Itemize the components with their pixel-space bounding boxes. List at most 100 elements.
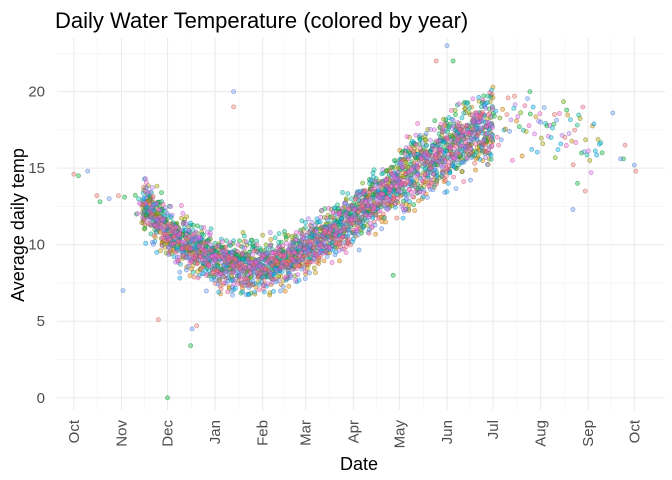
data-point <box>436 154 442 160</box>
data-point <box>587 158 593 163</box>
data-point <box>373 231 378 237</box>
data-point <box>448 108 454 113</box>
data-point <box>158 248 163 253</box>
data-point <box>175 239 181 245</box>
data-point <box>246 264 252 270</box>
data-point <box>437 146 443 152</box>
data-point <box>610 110 616 116</box>
data-point <box>342 200 348 206</box>
data-point <box>350 220 356 226</box>
data-point <box>278 288 283 294</box>
data-point <box>298 250 304 256</box>
y-axis-title: Average daily temp <box>8 148 28 302</box>
x-tick-label: Nov <box>113 420 130 447</box>
data-point <box>442 121 448 127</box>
data-point <box>177 231 183 236</box>
data-point <box>566 131 572 136</box>
data-point <box>473 167 478 173</box>
data-point <box>497 115 503 121</box>
data-point <box>438 122 444 127</box>
data-point <box>448 137 454 143</box>
data-point <box>355 223 361 229</box>
data-point <box>223 270 228 276</box>
data-point <box>260 232 266 238</box>
data-point <box>321 258 327 264</box>
data-point <box>320 250 325 256</box>
x-tick-label: May <box>391 420 408 449</box>
data-point <box>332 252 338 258</box>
data-point <box>290 266 295 272</box>
data-point <box>504 112 510 117</box>
data-point <box>410 194 415 199</box>
data-point <box>218 286 224 292</box>
data-point <box>180 210 186 216</box>
data-point <box>230 292 235 298</box>
data-point <box>479 110 485 115</box>
data-point <box>174 258 180 263</box>
data-point <box>337 258 342 264</box>
data-point <box>122 194 127 200</box>
data-point <box>197 254 203 259</box>
data-point <box>94 193 100 199</box>
data-point <box>171 234 176 239</box>
data-point <box>254 248 259 254</box>
data-point <box>268 237 274 243</box>
data-point <box>348 242 353 248</box>
data-point <box>261 253 267 259</box>
data-point <box>208 226 214 232</box>
data-point <box>588 170 594 175</box>
data-point <box>385 201 391 207</box>
data-point <box>165 395 170 401</box>
data-point <box>371 205 377 211</box>
data-point <box>484 150 490 155</box>
data-point <box>396 176 402 182</box>
data-point <box>302 245 308 251</box>
data-point <box>453 186 459 191</box>
data-point <box>461 110 467 116</box>
data-point <box>342 212 348 218</box>
data-point <box>472 160 477 166</box>
data-point <box>533 114 539 120</box>
data-point <box>191 231 197 237</box>
data-point <box>363 212 369 218</box>
data-point <box>415 121 420 126</box>
data-point <box>254 242 260 248</box>
data-point <box>135 211 140 216</box>
data-point <box>429 181 435 186</box>
data-point <box>169 212 175 218</box>
data-point <box>208 253 214 259</box>
data-point <box>476 95 482 100</box>
data-point <box>327 230 333 236</box>
data-point <box>270 263 275 268</box>
data-point <box>480 158 486 163</box>
data-point <box>413 142 419 148</box>
data-point <box>266 267 271 273</box>
data-point <box>399 157 405 162</box>
data-point <box>444 136 450 141</box>
data-point <box>155 211 161 217</box>
data-point <box>389 164 395 170</box>
data-point <box>512 102 518 107</box>
data-point <box>342 227 347 233</box>
data-point <box>221 280 227 286</box>
grid-lines <box>57 38 665 410</box>
data-point <box>507 128 512 134</box>
data-point <box>411 202 417 208</box>
data-point <box>306 252 312 258</box>
data-point <box>442 178 448 183</box>
data-point <box>488 152 494 158</box>
data-point <box>167 245 172 251</box>
data-point <box>267 272 273 278</box>
data-point <box>308 227 314 233</box>
data-point <box>538 119 543 125</box>
data-point <box>403 192 409 198</box>
data-point <box>304 258 310 264</box>
data-point <box>166 237 172 242</box>
data-point <box>284 240 289 246</box>
data-point <box>280 284 286 289</box>
data-point <box>216 278 222 284</box>
data-point <box>565 112 571 118</box>
data-point <box>503 126 508 132</box>
data-point <box>276 239 282 245</box>
data-point <box>202 248 208 254</box>
